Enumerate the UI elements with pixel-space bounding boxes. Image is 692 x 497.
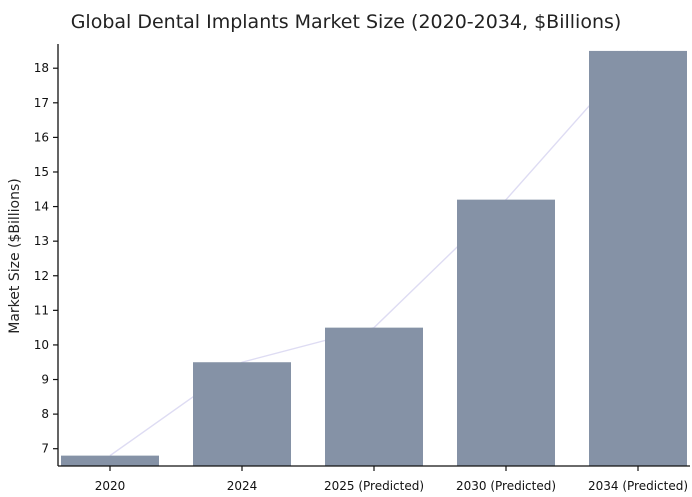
y-tick-label: 8 — [41, 407, 49, 421]
y-tick-label: 12 — [34, 269, 49, 283]
x-tick-label: 2025 (Predicted) — [324, 479, 424, 493]
bar-2030-predicted — [457, 199, 555, 466]
y-tick-label: 17 — [34, 96, 49, 110]
x-tick-label: 2024 — [227, 479, 258, 493]
y-tick-label: 13 — [34, 234, 49, 248]
axes-layer: 7 8 9 10 11 12 13 14 15 16 17 18 2020 2024 2025 (Predi… — [34, 44, 690, 493]
bar-2034-predicted — [589, 50, 687, 467]
y-tick-label: 16 — [34, 130, 49, 144]
y-tick-label: 14 — [34, 200, 49, 214]
y-tick-label: 11 — [34, 303, 49, 317]
bar-2025-predicted — [325, 327, 423, 466]
y-tick-label: 9 — [41, 373, 49, 387]
y-tick-label: 10 — [34, 338, 49, 352]
y-axis-label: Market Size ($Billions) — [7, 178, 23, 334]
bar-2020 — [61, 455, 159, 466]
y-tick-label: 7 — [41, 442, 49, 456]
bar-2024 — [193, 362, 291, 466]
x-tick-label: 2034 (Predicted) — [588, 479, 688, 493]
x-tick-label: 2020 — [95, 479, 126, 493]
y-tick-label: 15 — [34, 165, 49, 179]
x-tick-label: 2030 (Predicted) — [456, 479, 556, 493]
y-tick-label: 18 — [34, 61, 49, 75]
chart-title: Global Dental Implants Market Size (2020… — [71, 11, 622, 33]
bars-layer — [61, 50, 687, 467]
